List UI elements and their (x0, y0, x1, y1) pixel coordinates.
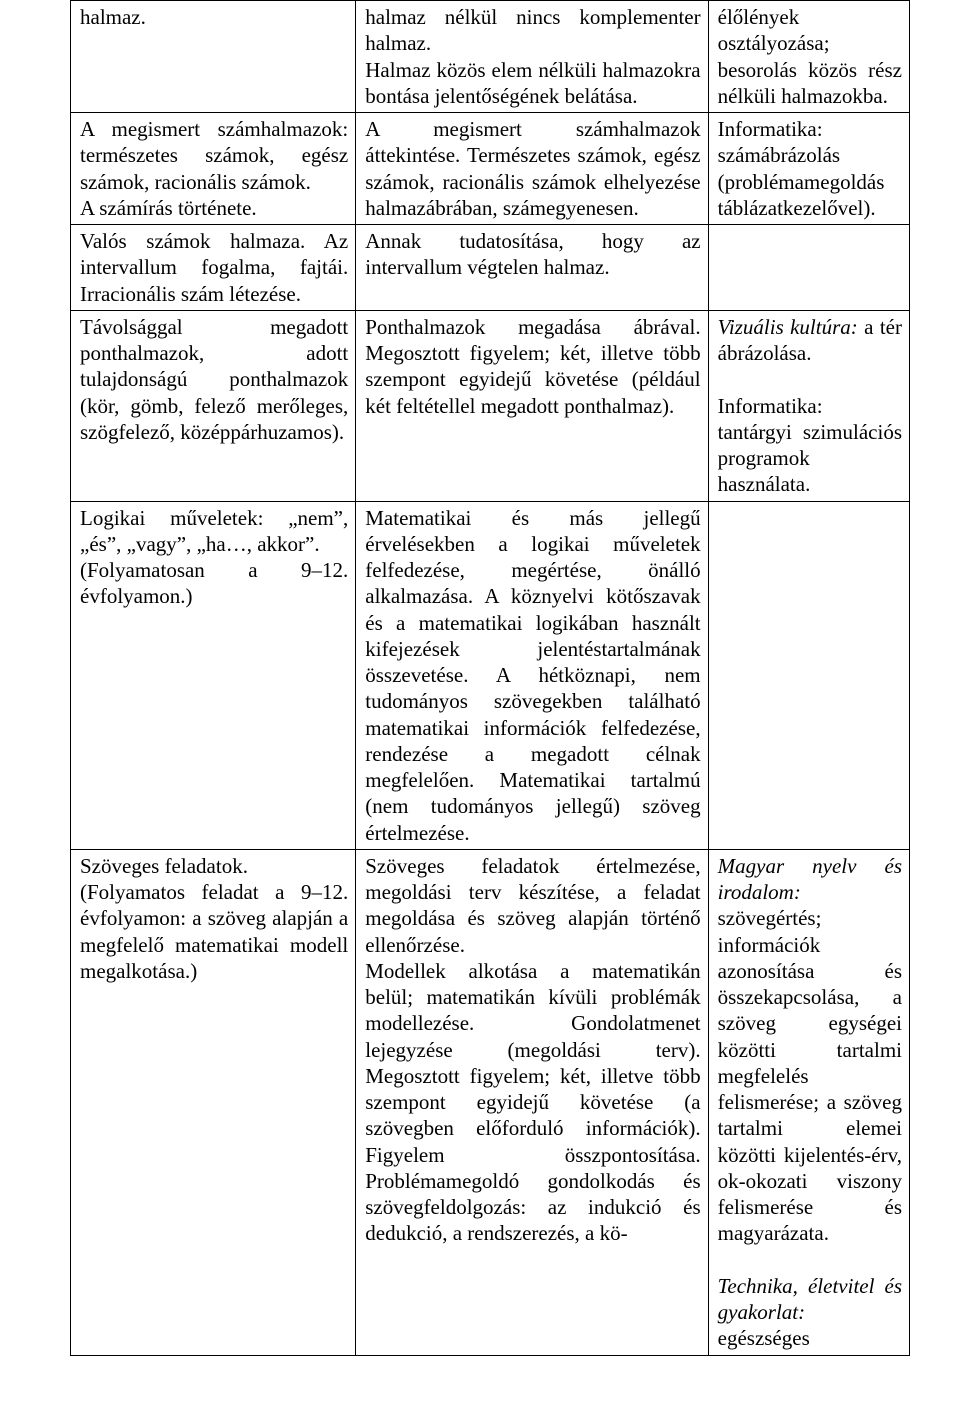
table-cell: Távolsággal megadott ponthalmazok, adott… (71, 310, 356, 501)
table-cell: halmaz nélkül nincs komplementer halmaz.… (356, 1, 708, 113)
table-cell: Annak tudatosítása, hogy az intervallum … (356, 225, 708, 311)
table-row: Távolsággal megadott ponthalmazok, adott… (71, 310, 910, 501)
curriculum-table: halmaz.halmaz nélkül nincs komplementer … (70, 0, 910, 1356)
table-cell: A megismert számhalmazok: természetes sz… (71, 113, 356, 225)
table-cell: Ponthalmazok megadása ábrával. Megosztot… (356, 310, 708, 501)
table-cell: Matematikai és más jellegű érvelésekben … (356, 501, 708, 849)
table-cell: Szöveges feladatok.(Folyamatos feladat a… (71, 849, 356, 1355)
table-row: Logikai műveletek: „nem”, „és”, „vagy”, … (71, 501, 910, 849)
table-cell: Vizuális kultúra: a tér ábrázolása.Infor… (708, 310, 909, 501)
table-cell: Informatika: számábrázolás (problémamego… (708, 113, 909, 225)
table-cell (708, 501, 909, 849)
table-cell: A megismert számhalmazok áttekintése. Te… (356, 113, 708, 225)
table-cell: élőlények osztályozása; besorolás közös … (708, 1, 909, 113)
table-cell: Valós számok halmaza. Az intervallum fog… (71, 225, 356, 311)
table-row: Szöveges feladatok.(Folyamatos feladat a… (71, 849, 910, 1355)
table-row: A megismert számhalmazok: természetes sz… (71, 113, 910, 225)
table-cell: Szöveges feladatok értelmezése, megoldás… (356, 849, 708, 1355)
table-cell: Magyar nyelv és irodalom: szövegértés; i… (708, 849, 909, 1355)
table-row: Valós számok halmaza. Az intervallum fog… (71, 225, 910, 311)
table-cell: halmaz. (71, 1, 356, 113)
table-cell (708, 225, 909, 311)
page: halmaz.halmaz nélkül nincs komplementer … (0, 0, 960, 1386)
table-row: halmaz.halmaz nélkül nincs komplementer … (71, 1, 910, 113)
table-cell: Logikai műveletek: „nem”, „és”, „vagy”, … (71, 501, 356, 849)
